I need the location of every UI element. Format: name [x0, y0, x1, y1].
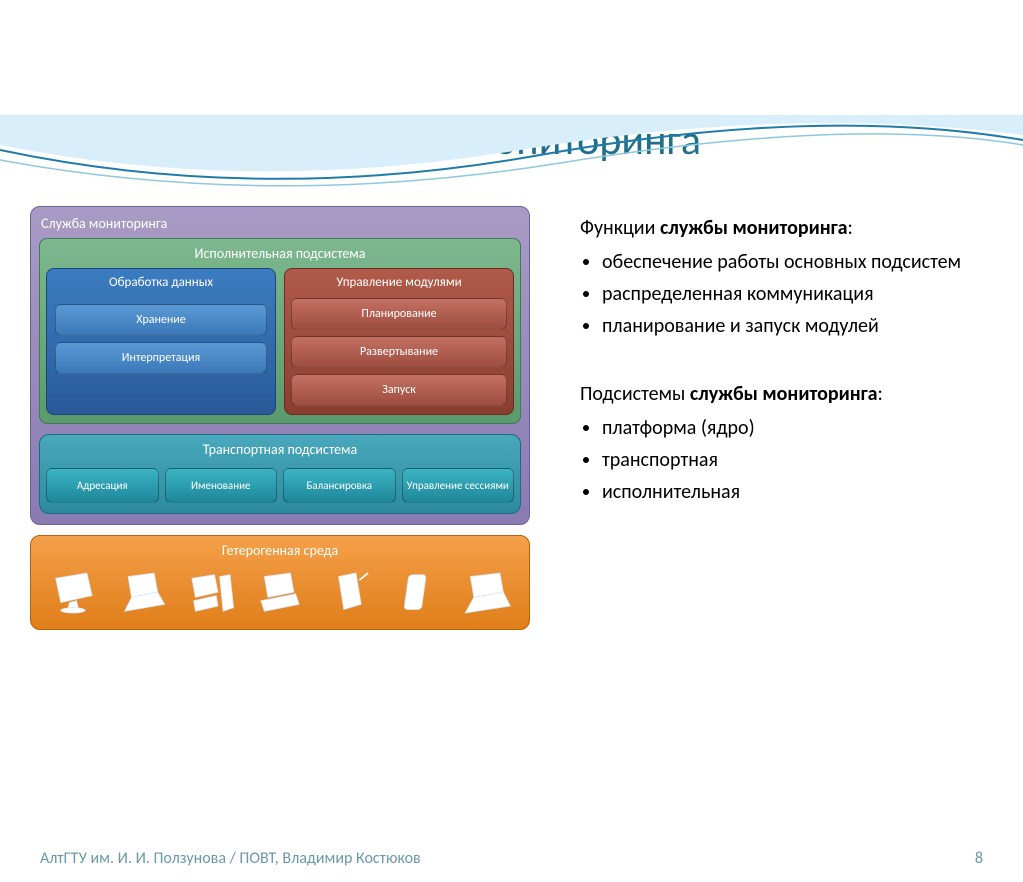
list-item: обеспечение работы основных подсистем	[602, 248, 993, 276]
list-item: платформа (ядро)	[602, 414, 993, 442]
transport-panel-title: Транспортная подсистема	[46, 439, 514, 464]
desktop-monitor-icon	[47, 569, 99, 617]
heterogeneous-env-panel: Гетерогенная среда	[30, 535, 530, 630]
hetero-panel-title: Гетерогенная среда	[37, 540, 523, 565]
functions-list: обеспечение работы основных подсистем ра…	[580, 248, 993, 340]
executive-panel-title: Исполнительная подсистема	[46, 243, 514, 268]
functions-head-prefix: Функции	[580, 216, 660, 240]
transport-subsystem-panel: Транспортная подсистема Адресация Именов…	[39, 434, 521, 514]
functions-heading: Функции службы мониторинга:	[580, 214, 993, 242]
executive-subsystem-panel: Исполнительная подсистема Обработка данн…	[39, 238, 521, 424]
functions-head-bold: службы мониторинга	[660, 216, 848, 240]
architecture-diagram: Служба мониторинга Исполнительная подсис…	[30, 206, 530, 640]
list-item: транспортная	[602, 446, 993, 474]
module-item: Планирование	[291, 298, 507, 330]
module-item: Запуск	[291, 374, 507, 406]
text-content: Функции службы мониторинга: обеспечение …	[580, 206, 993, 640]
footer: АлтГТУ им. И. И. Ползунова / ПОВТ, Влади…	[0, 849, 1023, 868]
data-processing-title: Обработка данных	[53, 273, 269, 296]
module-management-title: Управление модулями	[291, 273, 507, 296]
smartphone-icon	[392, 569, 444, 617]
laptop-wide-icon	[460, 569, 512, 617]
module-item: Развертывание	[291, 336, 507, 368]
list-item: исполнительная	[602, 478, 993, 506]
subsystems-head-prefix: Подсистемы	[580, 382, 690, 406]
data-processing-panel: Обработка данных Хранение Интерпретация	[46, 268, 276, 415]
subsystems-head-suffix: :	[877, 382, 882, 406]
subsystems-list: платформа (ядро) транспортная исполнител…	[580, 414, 993, 506]
transport-item: Именование	[165, 468, 278, 503]
desktop-keyboard-icon	[254, 569, 306, 617]
slide-title: Служба мониторинга	[0, 115, 1023, 166]
subsystems-head-bold: службы мониторинга	[690, 382, 878, 406]
transport-item: Балансировка	[283, 468, 396, 503]
list-item: распределенная коммуникация	[602, 280, 993, 308]
transport-item: Управление сессиями	[402, 468, 515, 503]
module-management-panel: Управление модулями Планирование Разверт…	[284, 268, 514, 415]
transport-item: Адресация	[46, 468, 159, 503]
footer-credit: АлтГТУ им. И. И. Ползунова / ПОВТ, Влади…	[40, 849, 421, 868]
data-item: Хранение	[55, 304, 267, 336]
service-panel-title: Служба мониторинга	[39, 213, 521, 238]
service-panel: Служба мониторинга Исполнительная подсис…	[30, 206, 530, 525]
functions-head-suffix: :	[848, 216, 853, 240]
data-item: Интерпретация	[55, 342, 267, 374]
subsystems-heading: Подсистемы службы мониторинга:	[580, 380, 993, 408]
list-item: планирование и запуск модулей	[602, 312, 993, 340]
pda-stylus-icon	[323, 569, 375, 617]
page-number: 8	[975, 849, 983, 868]
workstation-tower-icon	[185, 569, 237, 617]
laptop-open-icon	[116, 569, 168, 617]
device-icon-row	[37, 565, 523, 619]
